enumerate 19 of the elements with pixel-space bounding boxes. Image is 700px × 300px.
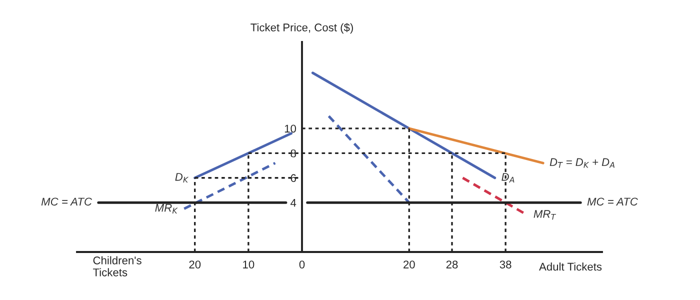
y-tick-label: 10 [284,124,296,133]
series-label: MR$_{K}$ [155,204,178,214]
x-tick-label: 28 [446,260,458,268]
series-label: D$_{A}$ [502,173,514,183]
series-label: D$_{K}$ [175,173,189,183]
series-label: D$_{T}$ = D$_{K}$ + D$_{A}$ [550,158,614,168]
x-tick-label: 38 [500,260,512,268]
x-tick-label: 20 [189,260,201,268]
text: Children's Tickets [93,256,142,276]
y-tick-label: 4 [290,198,296,207]
y-tick-label: 8 [290,149,296,158]
series-label: MC = ATC [41,198,92,206]
series-label: MC = ATC [587,198,638,206]
x-tick-label: 10 [243,260,254,268]
x-axis-title: Adult Tickets [539,262,602,271]
y-axis-title: Ticket Price, Cost ($) [250,23,353,34]
series-label: MR$_{T}$ [534,210,556,220]
x-tick-label: 20 [404,260,415,268]
x-tick-label: 0 [299,260,305,268]
